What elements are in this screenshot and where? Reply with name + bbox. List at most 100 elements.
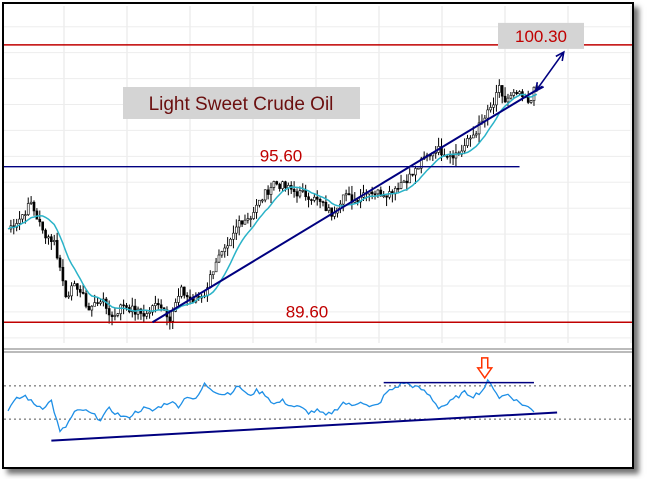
price-bar-body	[154, 303, 157, 306]
price-bar-body	[226, 245, 229, 249]
price-bar-body	[78, 289, 82, 293]
price-bar	[327, 204, 331, 214]
price-bar	[347, 186, 351, 196]
price-bar	[235, 219, 238, 240]
price-bar-body	[526, 96, 530, 103]
price-bar-body	[58, 257, 62, 268]
price-bar-body	[532, 86, 536, 101]
price-bar-body	[373, 193, 377, 196]
price-bar	[9, 219, 13, 233]
price-bar-body	[113, 315, 117, 317]
price-bar-body	[284, 181, 287, 189]
price-bar-body	[263, 189, 267, 201]
price-bar	[220, 250, 224, 258]
price-bar-body	[41, 221, 44, 231]
price-bar	[269, 182, 273, 204]
chart-frame	[2, 2, 634, 469]
price-bar	[180, 284, 183, 299]
price-bar	[38, 210, 42, 227]
price-bar	[278, 182, 281, 192]
price-bar-body	[486, 109, 490, 119]
price-bar-body	[220, 251, 224, 256]
price-bar	[188, 289, 192, 305]
level-label-box	[498, 22, 584, 49]
price-bar-body	[246, 218, 250, 221]
price-bar-body	[529, 100, 533, 103]
price-bar-body	[275, 181, 279, 185]
price-bar-body	[471, 134, 475, 139]
price-bar-body	[119, 304, 123, 315]
price-bar-body	[474, 133, 478, 136]
price-bar	[90, 305, 94, 317]
price-bar	[477, 115, 481, 143]
price-bar-body	[292, 188, 296, 192]
price-bar	[151, 304, 154, 316]
price-bar-body	[454, 152, 458, 159]
price-bar-body	[310, 199, 313, 201]
price-bar-body	[497, 85, 501, 93]
price-bar	[113, 308, 117, 321]
price-bar	[41, 221, 44, 234]
title-box	[123, 87, 360, 119]
price-bar	[15, 218, 18, 232]
price-bar	[466, 134, 469, 148]
price-bar-body	[399, 182, 403, 189]
price-bar-body	[396, 188, 400, 190]
price-bar-body	[382, 195, 386, 197]
price-bar-body	[93, 302, 96, 307]
price-bar-body	[185, 295, 189, 298]
price-bar-body	[87, 305, 91, 311]
price-bar-body	[61, 266, 65, 282]
price-bar-body	[261, 199, 264, 202]
price-bar-body	[182, 286, 186, 296]
price-bar	[29, 196, 33, 205]
price-bar	[44, 228, 47, 244]
price-bar	[463, 138, 466, 155]
price-bar	[365, 189, 368, 202]
price-bar-body	[417, 167, 420, 170]
price-bar	[76, 283, 79, 297]
price-bar	[448, 150, 452, 164]
price-bar	[21, 214, 24, 223]
price-bar	[359, 189, 362, 209]
price-bar	[414, 165, 417, 185]
price-bar-body	[81, 292, 85, 294]
price-bar-body	[21, 214, 24, 220]
price-bar-body	[356, 200, 359, 203]
price-bar	[474, 131, 478, 138]
support-trendline	[151, 85, 544, 324]
price-bar-body	[55, 240, 59, 259]
price-bar	[240, 220, 244, 227]
price-bar	[26, 197, 30, 217]
oscillator-line	[7, 378, 535, 433]
price-grid	[4, 6, 632, 343]
price-bar-body	[156, 303, 160, 306]
price-bar-body	[495, 92, 498, 106]
price-bar	[61, 259, 65, 287]
price-bar	[255, 199, 258, 219]
price-bar	[136, 306, 140, 320]
price-bar	[18, 211, 21, 231]
price-bar	[515, 90, 518, 96]
price-bar-body	[330, 207, 333, 217]
price-bar	[243, 214, 247, 225]
price-bar	[318, 197, 322, 209]
price-bar	[295, 188, 299, 203]
price-bar-body	[237, 220, 241, 228]
price-bar-body	[385, 195, 388, 198]
price-bar	[223, 244, 227, 258]
price-bar	[145, 310, 149, 320]
chart-title: Light Sweet Crude Oil	[149, 94, 334, 115]
price-bar	[130, 297, 134, 318]
price-bar	[388, 185, 391, 200]
price-bar	[304, 184, 307, 201]
price-bar-body	[70, 285, 73, 297]
price-bar	[182, 286, 186, 299]
price-bar	[50, 233, 53, 250]
price-bar-body	[506, 97, 510, 103]
price-bar-body	[347, 193, 351, 196]
moving-average-line	[7, 93, 538, 312]
price-bar	[503, 87, 507, 103]
price-bar	[495, 84, 498, 112]
